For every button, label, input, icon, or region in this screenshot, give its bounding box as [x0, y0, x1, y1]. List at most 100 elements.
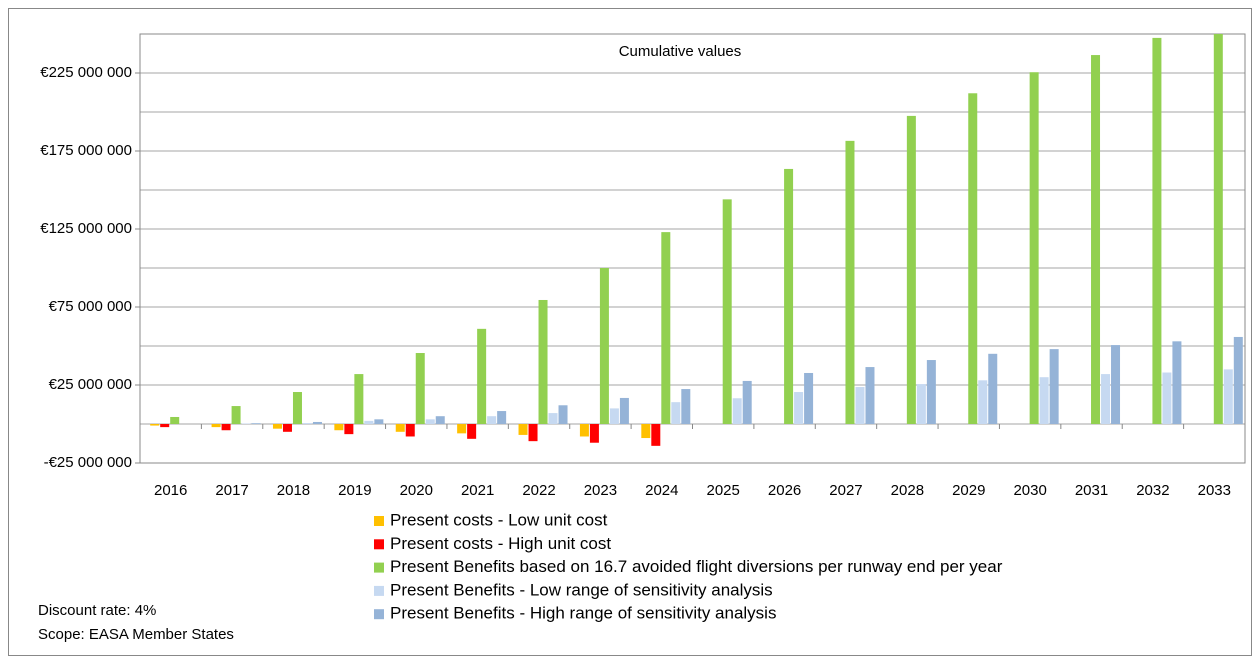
bar	[405, 424, 415, 437]
bar	[302, 423, 312, 424]
bar	[968, 93, 978, 424]
bar	[1223, 369, 1233, 424]
bar	[1091, 55, 1101, 425]
bar	[1039, 377, 1049, 424]
bar	[528, 424, 538, 442]
x-tick-label: 2023	[584, 482, 617, 499]
x-tick-label: 2032	[1136, 482, 1169, 499]
x-tick-label: 2029	[952, 482, 985, 499]
chart-frame	[8, 8, 1252, 656]
bar	[1213, 34, 1223, 424]
bar	[425, 419, 435, 424]
chart-annotation: Scope: EASA Member States	[38, 626, 234, 643]
legend-swatch	[374, 516, 384, 526]
bar	[354, 374, 364, 424]
bar	[794, 392, 804, 424]
bar	[671, 402, 681, 424]
bar	[160, 424, 170, 428]
bar	[1172, 341, 1182, 424]
x-tick-label: 2027	[829, 482, 862, 499]
x-tick-label: 2024	[645, 482, 678, 499]
bar	[1029, 72, 1039, 424]
x-tick-label: 2016	[154, 482, 187, 499]
bar	[1111, 345, 1121, 424]
x-tick-label: 2022	[522, 482, 555, 499]
legend-swatch	[374, 539, 384, 550]
x-tick-label: 2026	[768, 482, 801, 499]
chart-annotation: Discount rate: 4%	[38, 602, 156, 619]
y-tick-label: -€25 000 000	[44, 454, 132, 471]
bar	[477, 328, 487, 424]
bar	[865, 367, 875, 424]
bar	[732, 398, 742, 424]
x-tick-label: 2021	[461, 482, 494, 499]
bar	[1162, 372, 1172, 424]
bar	[681, 389, 691, 424]
bar	[855, 387, 865, 424]
bar	[906, 115, 916, 425]
x-tick-label: 2033	[1198, 482, 1231, 499]
x-tick-label: 2019	[338, 482, 371, 499]
bar	[312, 421, 322, 424]
bar	[978, 380, 988, 424]
chart-annotation: Cumulative values	[619, 43, 742, 60]
bar	[619, 397, 629, 424]
bar	[742, 380, 752, 424]
legend-swatch	[374, 585, 384, 596]
bar	[344, 424, 354, 435]
x-tick-label: 2025	[707, 482, 740, 499]
bar	[1049, 349, 1059, 424]
bar	[231, 406, 241, 424]
bar	[538, 299, 548, 424]
bar	[845, 140, 855, 425]
bar	[804, 372, 814, 424]
bar	[599, 268, 609, 424]
bar	[415, 353, 425, 424]
bar	[497, 411, 507, 424]
x-tick-label: 2018	[277, 482, 310, 499]
bar	[282, 424, 292, 432]
legend-label: Present Benefits - High range of sensiti…	[390, 604, 776, 623]
y-tick-label: €25 000 000	[49, 376, 132, 393]
bar	[641, 424, 651, 439]
bar	[395, 424, 405, 432]
bar	[589, 424, 599, 443]
x-tick-label: 2020	[400, 482, 433, 499]
bar	[292, 392, 302, 424]
bar	[170, 416, 180, 424]
bar	[548, 413, 558, 424]
bar	[558, 405, 568, 424]
bar	[457, 424, 467, 434]
bar	[651, 424, 661, 446]
bar	[988, 353, 998, 424]
bar	[609, 408, 619, 424]
bar	[221, 424, 231, 431]
x-tick-label: 2031	[1075, 482, 1108, 499]
bar	[926, 360, 936, 424]
legend-swatch	[374, 609, 384, 620]
y-tick-label: €125 000 000	[40, 220, 132, 237]
y-tick-label: €225 000 000	[40, 64, 132, 81]
bar	[467, 424, 477, 439]
bar	[435, 416, 445, 424]
bar	[1101, 374, 1111, 424]
y-tick-label: €75 000 000	[49, 298, 132, 315]
bar	[1233, 336, 1243, 424]
y-tick-label: €175 000 000	[40, 142, 132, 159]
plot-border	[139, 33, 1246, 464]
x-tick-label: 2017	[215, 482, 248, 499]
bar	[916, 384, 926, 424]
x-tick-label: 2030	[1013, 482, 1046, 499]
bar	[722, 199, 732, 424]
bar	[1152, 37, 1162, 425]
legend-label: Present costs - Low unit cost	[390, 510, 608, 529]
bar	[374, 419, 384, 424]
bar	[150, 424, 160, 426]
bar	[784, 168, 794, 424]
legend-label: Present Benefits based on 16.7 avoided f…	[390, 557, 1003, 576]
bar	[334, 424, 344, 431]
bar	[364, 420, 374, 424]
legend-swatch	[374, 562, 384, 573]
legend-label: Present Benefits - Low range of sensitiv…	[390, 580, 773, 599]
